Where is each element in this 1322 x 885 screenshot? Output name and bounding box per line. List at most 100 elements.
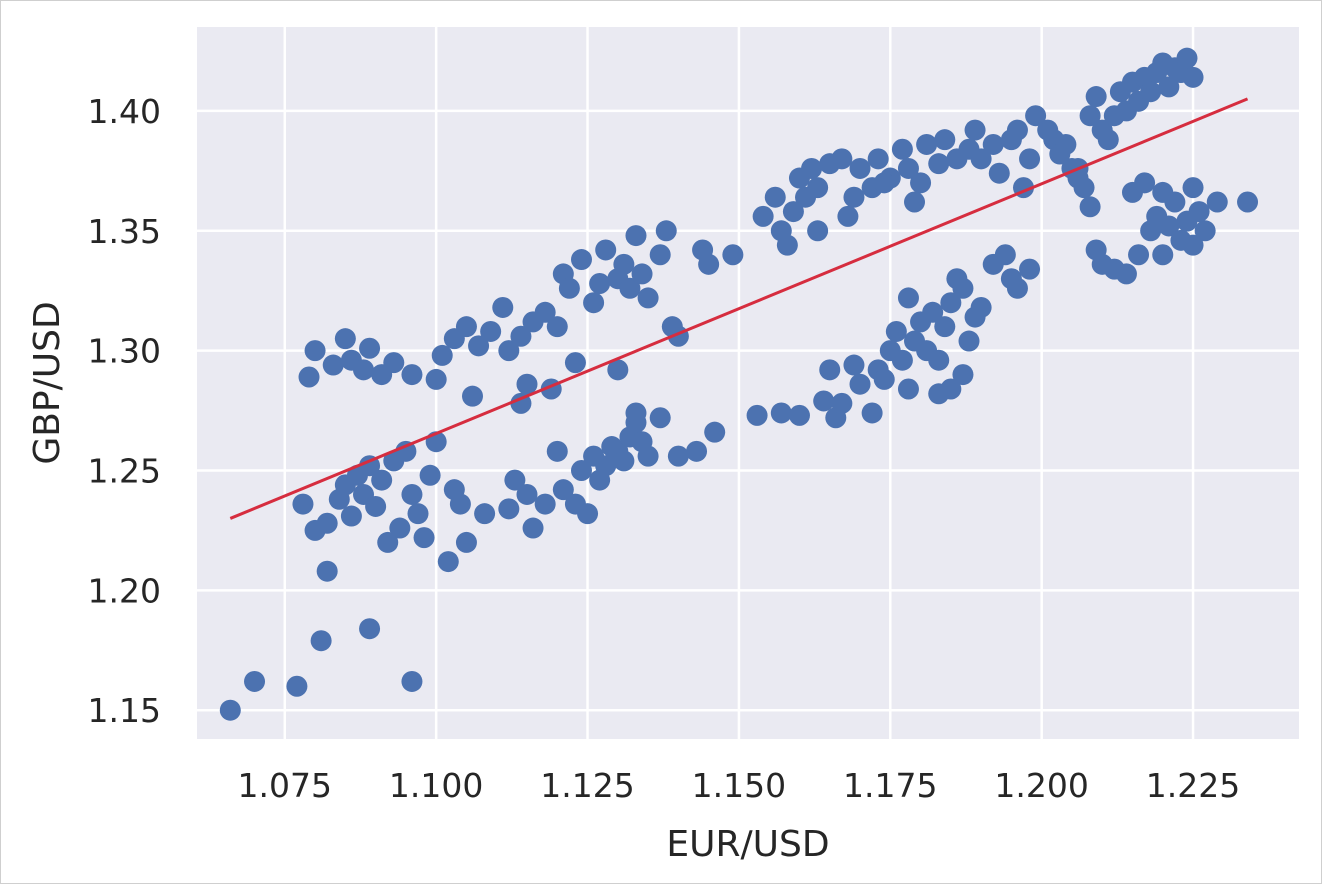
data-point (1134, 172, 1156, 194)
data-point (353, 359, 375, 381)
data-point (401, 483, 423, 505)
y-axis-label: GBP/USD (27, 301, 68, 464)
x-tick-label: 1.225 (1146, 766, 1240, 805)
data-point (583, 292, 605, 314)
data-point (437, 551, 459, 573)
data-point (564, 352, 586, 374)
data-point (1140, 81, 1162, 103)
data-point (1019, 258, 1041, 280)
data-point (498, 498, 520, 520)
data-point (322, 354, 344, 376)
data-point (1097, 129, 1119, 151)
data-point (504, 469, 526, 491)
data-point (837, 205, 859, 227)
x-tick-label: 1.200 (994, 766, 1088, 805)
data-point (813, 390, 835, 412)
data-point (873, 172, 895, 194)
y-tick-labels: 1.15 1.20 1.25 1.30 1.35 1.40 (88, 92, 161, 730)
data-point (1194, 220, 1216, 242)
data-point (510, 325, 532, 347)
data-point (952, 364, 974, 386)
regression-line (229, 97, 1249, 520)
data-point (831, 148, 853, 170)
data-point (861, 402, 883, 424)
data-point (940, 378, 962, 400)
data-point (891, 349, 913, 371)
data-point (637, 445, 659, 467)
x-tick-label: 1.125 (540, 766, 634, 805)
data-point (625, 402, 647, 424)
data-point (455, 316, 477, 338)
y-tick-label: 1.35 (88, 212, 161, 251)
data-point (244, 670, 266, 692)
data-point (885, 320, 907, 342)
data-point (1152, 181, 1174, 203)
data-point (371, 469, 393, 491)
y-tick-label: 1.15 (88, 691, 161, 730)
data-point (619, 277, 641, 299)
data-point (304, 340, 326, 362)
data-point (468, 335, 490, 357)
data-point (867, 148, 889, 170)
data-point (480, 320, 502, 342)
data-point (1006, 277, 1028, 299)
data-point (891, 138, 913, 160)
data-point (298, 366, 320, 388)
data-point (928, 349, 950, 371)
data-point (558, 277, 580, 299)
data-point (770, 402, 792, 424)
data-point (922, 301, 944, 323)
data-point (534, 301, 556, 323)
data-point (873, 368, 895, 390)
data-point (667, 445, 689, 467)
data-point (910, 172, 932, 194)
data-point (395, 440, 417, 462)
data-point (1006, 119, 1028, 141)
data-point (1073, 177, 1095, 199)
data-point (334, 328, 356, 350)
data-point (952, 277, 974, 299)
data-point (589, 273, 611, 295)
data-point (1237, 191, 1259, 213)
data-point (916, 133, 938, 155)
data-point (831, 392, 853, 414)
data-point (607, 359, 629, 381)
data-point (897, 157, 919, 179)
data-point (419, 464, 441, 486)
data-point (492, 296, 514, 318)
data-point (752, 205, 774, 227)
data-point (819, 359, 841, 381)
data-point (970, 148, 992, 170)
data-point (686, 440, 708, 462)
data-point (1025, 105, 1047, 127)
data-point (310, 630, 332, 652)
data-point (988, 162, 1010, 184)
data-point (377, 531, 399, 553)
data-point (776, 234, 798, 256)
data-point (474, 503, 496, 525)
data-point (431, 344, 453, 366)
data-point (1176, 47, 1198, 69)
data-point (534, 493, 556, 515)
data-point (1049, 143, 1071, 165)
data-point (801, 157, 823, 179)
data-point (286, 675, 308, 697)
data-point (897, 287, 919, 309)
data-point (994, 244, 1016, 266)
data-point (462, 385, 483, 407)
data-point (655, 220, 677, 242)
data-point (1128, 244, 1150, 266)
data-point (843, 354, 865, 376)
x-tick-label: 1.100 (389, 766, 483, 805)
data-point (934, 129, 956, 151)
data-point (219, 699, 241, 721)
data-point (1152, 244, 1174, 266)
data-point (649, 244, 671, 266)
data-point (1206, 191, 1228, 213)
data-point (1085, 86, 1107, 108)
data-point (407, 503, 429, 525)
data-point (625, 225, 647, 247)
data-point (401, 364, 423, 386)
